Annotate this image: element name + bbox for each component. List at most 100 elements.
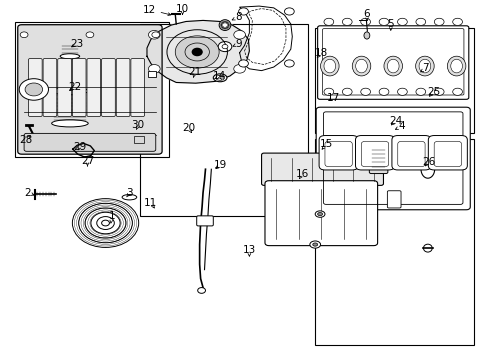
Circle shape [284,60,294,67]
Text: 4: 4 [397,121,404,131]
FancyBboxPatch shape [52,91,88,123]
Ellipse shape [315,211,325,217]
Circle shape [360,88,370,95]
Ellipse shape [386,59,398,73]
Circle shape [175,36,219,68]
Ellipse shape [215,75,224,80]
FancyBboxPatch shape [28,59,42,116]
Circle shape [360,18,370,26]
Text: 6: 6 [363,9,369,19]
FancyBboxPatch shape [59,45,81,57]
Ellipse shape [52,87,88,95]
Bar [15,22,168,157]
Circle shape [452,88,462,95]
FancyBboxPatch shape [261,153,383,185]
FancyBboxPatch shape [319,135,357,170]
FancyBboxPatch shape [264,181,377,246]
Circle shape [415,18,425,26]
Ellipse shape [312,243,317,246]
Circle shape [378,88,388,95]
Circle shape [415,88,425,95]
Circle shape [397,88,407,95]
Text: 23: 23 [70,39,83,49]
Circle shape [324,88,333,95]
Text: 24: 24 [388,116,402,126]
FancyBboxPatch shape [317,26,468,99]
Text: 1: 1 [108,211,115,221]
Text: 12: 12 [143,5,156,15]
Circle shape [20,32,28,38]
Ellipse shape [309,241,320,248]
Ellipse shape [355,59,366,73]
FancyBboxPatch shape [131,59,144,116]
Circle shape [148,31,160,39]
Text: 30: 30 [131,121,144,130]
Circle shape [86,32,94,38]
Ellipse shape [363,32,369,39]
Circle shape [19,79,48,100]
Text: 28: 28 [20,135,33,145]
Polygon shape [147,21,249,83]
FancyBboxPatch shape [148,71,156,77]
Text: 25: 25 [426,87,439,97]
Text: 16: 16 [295,169,308,179]
Ellipse shape [317,212,322,216]
Circle shape [342,88,351,95]
Text: 13: 13 [242,245,256,255]
FancyBboxPatch shape [132,134,146,144]
Ellipse shape [219,20,230,31]
Circle shape [433,18,443,26]
Circle shape [238,8,248,15]
Bar [315,28,473,134]
Circle shape [342,18,351,26]
Ellipse shape [324,59,335,73]
FancyBboxPatch shape [43,59,57,116]
FancyBboxPatch shape [196,216,213,226]
Ellipse shape [60,54,80,59]
Text: 19: 19 [213,160,226,170]
Ellipse shape [447,56,465,76]
Text: 20: 20 [182,123,195,133]
Text: 21: 21 [188,67,201,77]
FancyBboxPatch shape [116,59,130,116]
FancyBboxPatch shape [18,25,162,154]
Ellipse shape [423,244,431,252]
FancyBboxPatch shape [386,191,400,208]
Text: 10: 10 [176,4,189,14]
Ellipse shape [52,120,88,127]
Circle shape [148,64,160,73]
Text: 17: 17 [326,93,340,103]
Text: 8: 8 [235,12,242,22]
Circle shape [397,18,407,26]
Text: 29: 29 [73,142,86,152]
Ellipse shape [320,56,338,76]
Circle shape [233,64,245,73]
Ellipse shape [450,59,462,73]
Ellipse shape [221,22,228,28]
FancyBboxPatch shape [316,107,469,210]
Ellipse shape [351,56,370,76]
Bar [140,24,307,216]
Ellipse shape [383,56,402,76]
Circle shape [233,31,245,39]
Circle shape [433,88,443,95]
Text: 26: 26 [421,157,434,167]
Circle shape [192,48,202,55]
Circle shape [222,44,227,49]
Text: 2: 2 [24,188,31,198]
Circle shape [152,32,159,38]
Ellipse shape [213,74,226,82]
FancyBboxPatch shape [87,59,101,116]
Text: 18: 18 [314,48,327,58]
FancyBboxPatch shape [391,135,430,170]
Circle shape [452,18,462,26]
Text: 5: 5 [386,19,393,29]
FancyBboxPatch shape [368,146,387,174]
Circle shape [25,83,42,96]
Text: 22: 22 [68,82,81,92]
Circle shape [284,8,294,15]
Bar [315,139,473,345]
FancyBboxPatch shape [72,59,86,116]
Text: 27: 27 [81,156,94,166]
FancyBboxPatch shape [24,134,156,151]
